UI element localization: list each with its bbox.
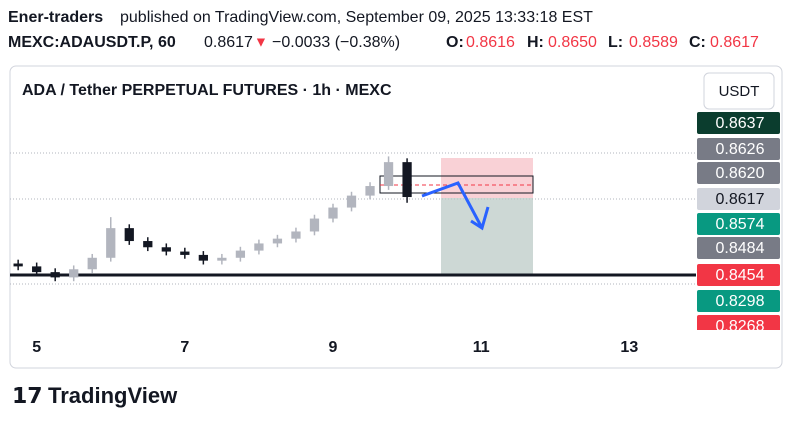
ohlc-value: 0.8589: [629, 34, 678, 51]
drawings: [10, 152, 696, 285]
ohlc-value: 0.8617: [710, 34, 759, 51]
candle-body: [13, 263, 23, 267]
candle-body: [365, 186, 375, 196]
candle-body: [217, 257, 227, 261]
ohlc-key: C:: [689, 34, 706, 51]
price-label: 0.8484: [716, 240, 765, 257]
candle-body: [69, 269, 79, 278]
price-label: 0.8298: [716, 293, 765, 310]
x-tick-label: 13: [620, 339, 638, 356]
price-label: 0.8626: [716, 141, 765, 158]
change: −0.0033 (−0.38%): [272, 34, 400, 51]
candle-body: [198, 254, 208, 261]
price-label: 0.8620: [716, 165, 765, 182]
x-tick-label: 5: [32, 339, 41, 356]
ohlc-value: 0.8650: [548, 34, 597, 51]
logo: TradingView: [48, 383, 178, 408]
arrow-head: [470, 206, 490, 231]
price-badge: [697, 112, 780, 134]
price-label: 0.8268: [716, 318, 765, 335]
projection-arrow: [421, 181, 484, 229]
logo-mark: 𝟭𝟳: [12, 383, 43, 408]
ohlc-key: L:: [608, 34, 623, 51]
author: Ener-traders: [8, 9, 103, 26]
candle-body: [124, 228, 134, 242]
candle-body: [346, 195, 357, 208]
down-arrow: ▼: [254, 34, 268, 50]
candle-body: [272, 238, 283, 244]
currency[interactable]: USDT: [719, 83, 760, 100]
x-tick-label: 11: [473, 339, 490, 356]
candle-body: [291, 231, 301, 239]
currency-button[interactable]: [703, 72, 775, 110]
price-label: 0.8637: [716, 115, 765, 132]
price-badge: [697, 315, 780, 330]
candle-body: [106, 228, 116, 258]
price-label: 0.8574: [716, 216, 765, 233]
candle-body: [254, 243, 264, 251]
price-badge: [697, 264, 780, 286]
chart-title: ADA / Tether PERPETUAL FUTURES · 1h · ME…: [22, 82, 392, 99]
published: published on TradingView.com, September …: [120, 9, 593, 26]
stop-zone: [441, 158, 533, 198]
ohlc-value: 0.8616: [466, 34, 515, 51]
symbol: MEXC:ADAUSDT.P, 60: [8, 34, 176, 51]
price-badge: [697, 162, 780, 184]
price-badge: [697, 237, 780, 259]
x-tick-label: 9: [329, 339, 338, 356]
candle-body: [328, 207, 338, 219]
candle-body: [383, 162, 394, 187]
price-label: 0.8617: [716, 191, 765, 208]
candle-body: [180, 251, 190, 255]
ohlc-key: H:: [527, 34, 544, 51]
candle-body: [309, 218, 320, 232]
chart-frame: [9, 65, 783, 369]
price-badge: [697, 290, 780, 312]
candle-body: [143, 241, 153, 248]
candle-body: [50, 272, 60, 278]
candle-body: [32, 266, 42, 273]
price-badge: [697, 213, 780, 235]
candle-body: [161, 247, 171, 252]
candle-body: [87, 257, 97, 270]
candle-body: [235, 250, 246, 258]
candle-body: [402, 162, 412, 198]
x-tick-label: 7: [180, 339, 189, 356]
ohlc-key: O:: [446, 34, 464, 51]
price-badge: [697, 138, 780, 160]
price-badge: [697, 188, 780, 210]
price-label: 0.8454: [716, 267, 765, 284]
last-price: 0.8617: [204, 34, 253, 51]
